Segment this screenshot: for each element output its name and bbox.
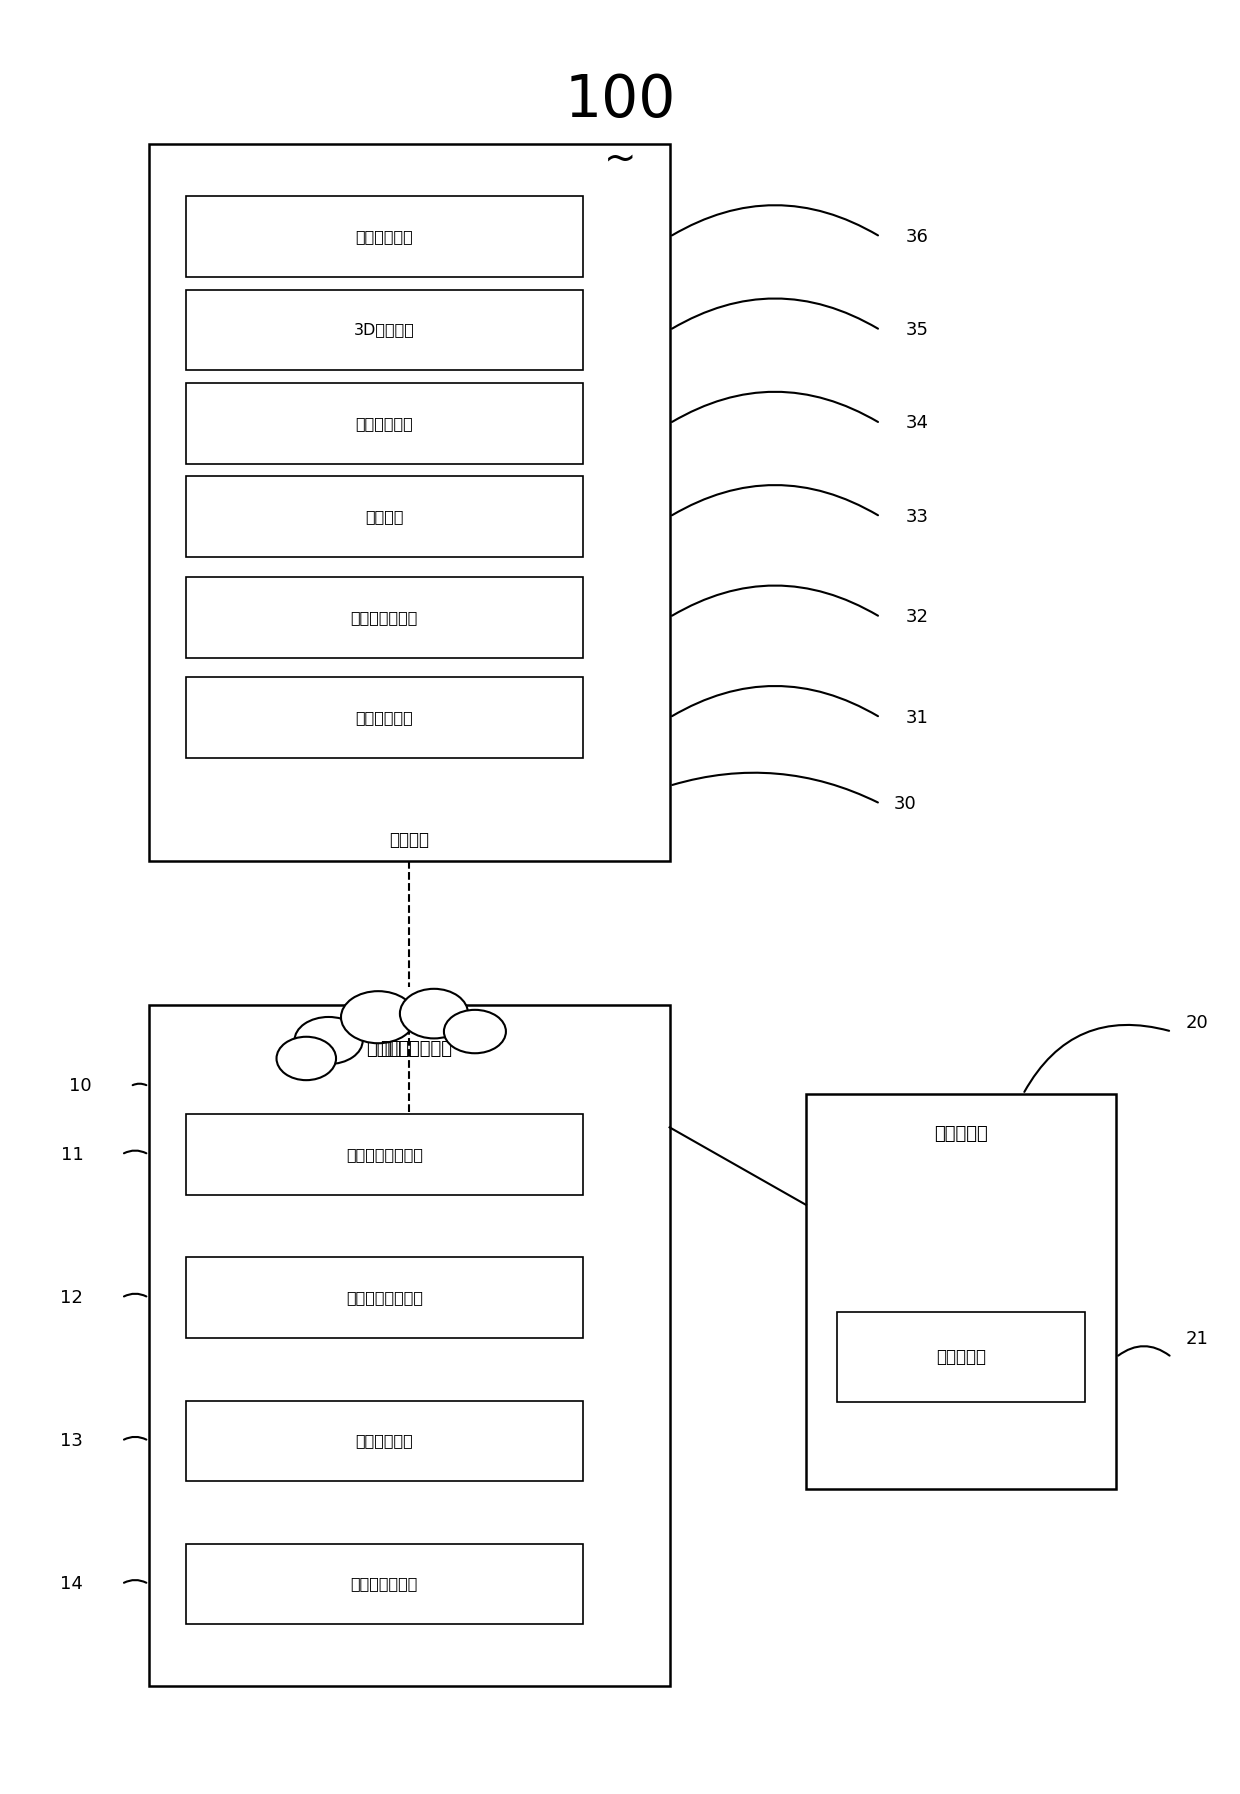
Text: 30: 30 bbox=[894, 795, 916, 813]
FancyBboxPatch shape bbox=[186, 1401, 583, 1482]
Text: 33: 33 bbox=[906, 508, 929, 526]
Ellipse shape bbox=[399, 988, 469, 1039]
Text: 第二通讯模块: 第二通讯模块 bbox=[356, 710, 413, 725]
Text: 移动终端: 移动终端 bbox=[389, 831, 429, 849]
Text: 12: 12 bbox=[61, 1288, 83, 1306]
Text: 网络: 网络 bbox=[379, 1041, 402, 1058]
Text: 100: 100 bbox=[564, 72, 676, 129]
Text: ~: ~ bbox=[604, 140, 636, 178]
Text: 第一通讯模块: 第一通讯模块 bbox=[356, 1433, 413, 1448]
Text: 故障信号灯: 故障信号灯 bbox=[936, 1349, 986, 1367]
Text: 车辆故障诊断系统: 车辆故障诊断系统 bbox=[366, 1041, 453, 1058]
FancyBboxPatch shape bbox=[837, 1313, 1085, 1403]
FancyBboxPatch shape bbox=[186, 1114, 583, 1195]
FancyBboxPatch shape bbox=[186, 477, 583, 556]
Text: 14: 14 bbox=[61, 1575, 83, 1593]
FancyBboxPatch shape bbox=[149, 144, 670, 861]
Text: 故障解析模块: 故障解析模块 bbox=[356, 416, 413, 431]
Ellipse shape bbox=[341, 990, 415, 1044]
Text: 第一通讯接插头: 第一通讯接插头 bbox=[351, 1577, 418, 1591]
Text: 10: 10 bbox=[69, 1078, 92, 1096]
Text: 11: 11 bbox=[61, 1146, 83, 1164]
FancyBboxPatch shape bbox=[186, 1258, 583, 1338]
FancyBboxPatch shape bbox=[186, 382, 583, 465]
Ellipse shape bbox=[444, 1010, 506, 1053]
Text: 34: 34 bbox=[906, 414, 929, 432]
Text: 接收模块: 接收模块 bbox=[365, 509, 404, 524]
FancyBboxPatch shape bbox=[186, 676, 583, 757]
FancyBboxPatch shape bbox=[186, 289, 583, 370]
Text: 故障指令发送模块: 故障指令发送模块 bbox=[346, 1290, 423, 1306]
Text: 36: 36 bbox=[906, 228, 929, 246]
Text: 35: 35 bbox=[906, 321, 929, 339]
Text: 车辆仪表盘: 车辆仪表盘 bbox=[934, 1125, 988, 1143]
FancyBboxPatch shape bbox=[186, 196, 583, 276]
FancyBboxPatch shape bbox=[149, 1005, 670, 1686]
Text: 20: 20 bbox=[1185, 1014, 1208, 1032]
Ellipse shape bbox=[277, 1037, 336, 1080]
Text: 方案匹配模块: 方案匹配模块 bbox=[356, 230, 413, 244]
Text: 故障报文发送模块: 故障报文发送模块 bbox=[346, 1146, 423, 1163]
Text: 21: 21 bbox=[1185, 1331, 1208, 1349]
Text: 3D显示模块: 3D显示模块 bbox=[353, 323, 415, 337]
Ellipse shape bbox=[295, 1017, 363, 1064]
Text: 13: 13 bbox=[61, 1432, 83, 1450]
FancyBboxPatch shape bbox=[186, 1543, 583, 1625]
Text: 31: 31 bbox=[906, 709, 929, 727]
FancyBboxPatch shape bbox=[186, 578, 583, 658]
Text: 第二通讯接插头: 第二通讯接插头 bbox=[351, 610, 418, 624]
FancyBboxPatch shape bbox=[806, 1094, 1116, 1489]
Text: 32: 32 bbox=[906, 608, 929, 626]
